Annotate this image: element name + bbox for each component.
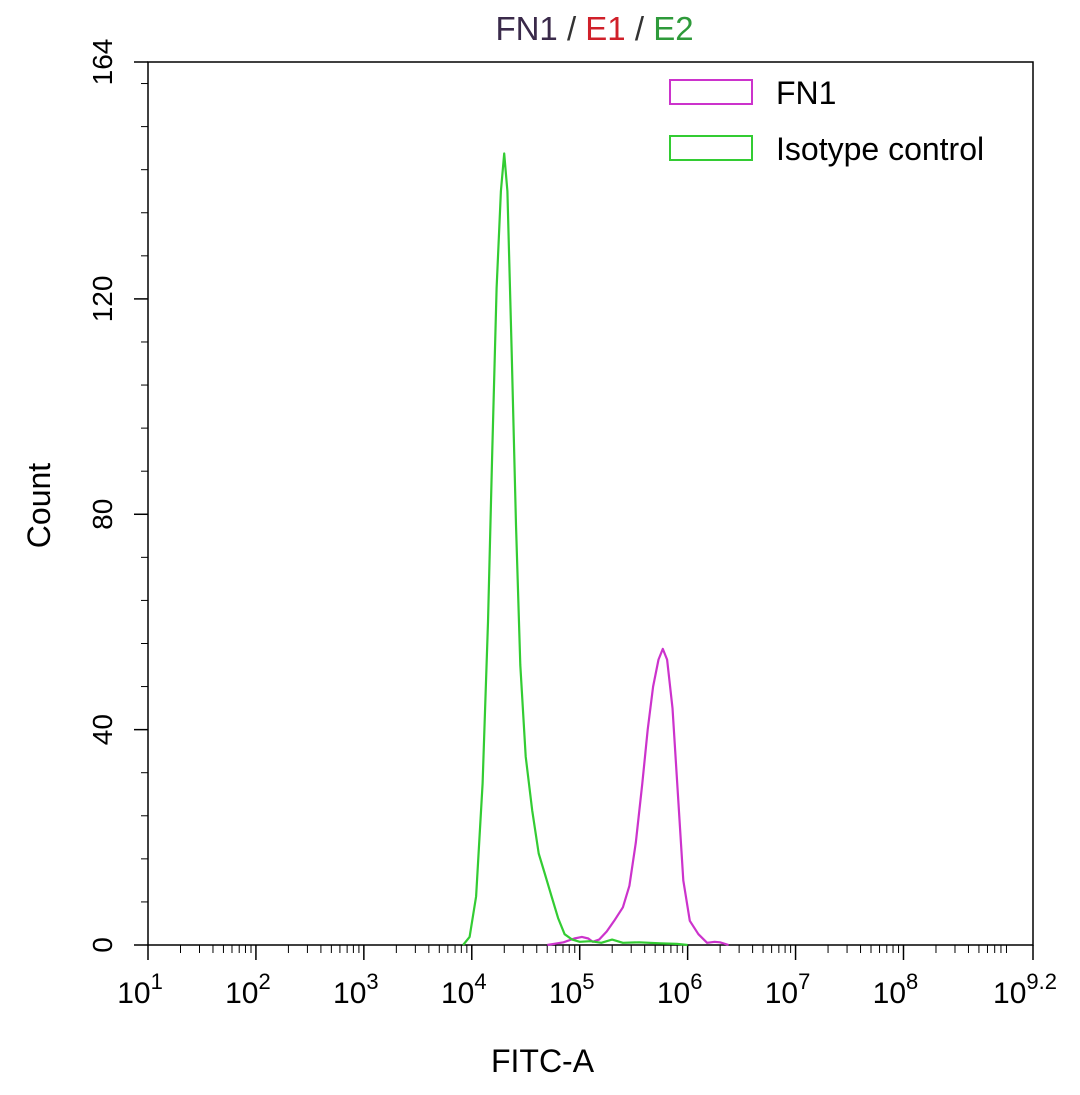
x-tick-label-4: 105	[549, 969, 595, 1010]
x-tick-base-4: 10	[549, 977, 582, 1010]
x-tick-label-8: 109.2	[993, 969, 1057, 1010]
x-tick-exponent-3: 4	[474, 969, 486, 994]
chart-title-part-2: E1	[585, 10, 625, 47]
chart-title: FN1 / E1 / E2	[495, 10, 693, 47]
y-tick-label-4: 164	[87, 39, 118, 86]
x-tick-base-3: 10	[441, 977, 474, 1010]
x-tick-label-2: 103	[333, 969, 379, 1010]
chart-title-part-1: /	[558, 10, 586, 47]
y-axis-label: Count	[21, 463, 57, 549]
x-tick-exponent-5: 6	[690, 969, 702, 994]
x-tick-exponent-2: 3	[366, 969, 378, 994]
x-tick-exponent-1: 2	[258, 969, 270, 994]
x-tick-label-0: 101	[117, 969, 163, 1010]
x-tick-base-2: 10	[333, 977, 366, 1010]
y-tick-label-3: 120	[87, 276, 118, 323]
chart-title-part-4: E2	[653, 10, 693, 47]
x-tick-base-0: 10	[117, 977, 150, 1010]
x-tick-exponent-4: 5	[582, 969, 594, 994]
chart-title-part-3: /	[626, 10, 654, 47]
x-tick-label-6: 107	[765, 969, 811, 1010]
x-tick-label-7: 108	[873, 969, 919, 1010]
x-tick-exponent-6: 7	[798, 969, 810, 994]
y-tick-label-1: 40	[87, 714, 118, 745]
x-tick-exponent-7: 8	[906, 969, 918, 994]
x-tick-label-5: 106	[657, 969, 703, 1010]
legend-swatch-1	[669, 135, 753, 161]
series-line-1	[462, 152, 688, 947]
chart-title-part-0: FN1	[495, 10, 557, 47]
x-tick-base-8: 10	[993, 977, 1026, 1010]
x-tick-exponent-8: 9.2	[1026, 969, 1057, 994]
legend-swatch-0	[669, 79, 753, 105]
x-tick-base-5: 10	[657, 977, 690, 1010]
x-tick-label-1: 102	[225, 969, 271, 1010]
x-tick-base-1: 10	[225, 977, 258, 1010]
legend-label-0: FN1	[776, 75, 836, 111]
x-tick-base-7: 10	[873, 977, 906, 1010]
x-tick-label-3: 104	[441, 969, 487, 1010]
y-tick-label-2: 80	[87, 499, 118, 530]
x-axis-label: FITC-A	[491, 1043, 595, 1079]
plot-frame	[147, 61, 1034, 946]
legend-label-1: Isotype control	[776, 131, 984, 167]
series-line-0	[547, 647, 729, 947]
x-tick-base-6: 10	[765, 977, 798, 1010]
y-tick-label-0: 0	[87, 937, 118, 953]
x-tick-exponent-0: 1	[151, 969, 163, 994]
